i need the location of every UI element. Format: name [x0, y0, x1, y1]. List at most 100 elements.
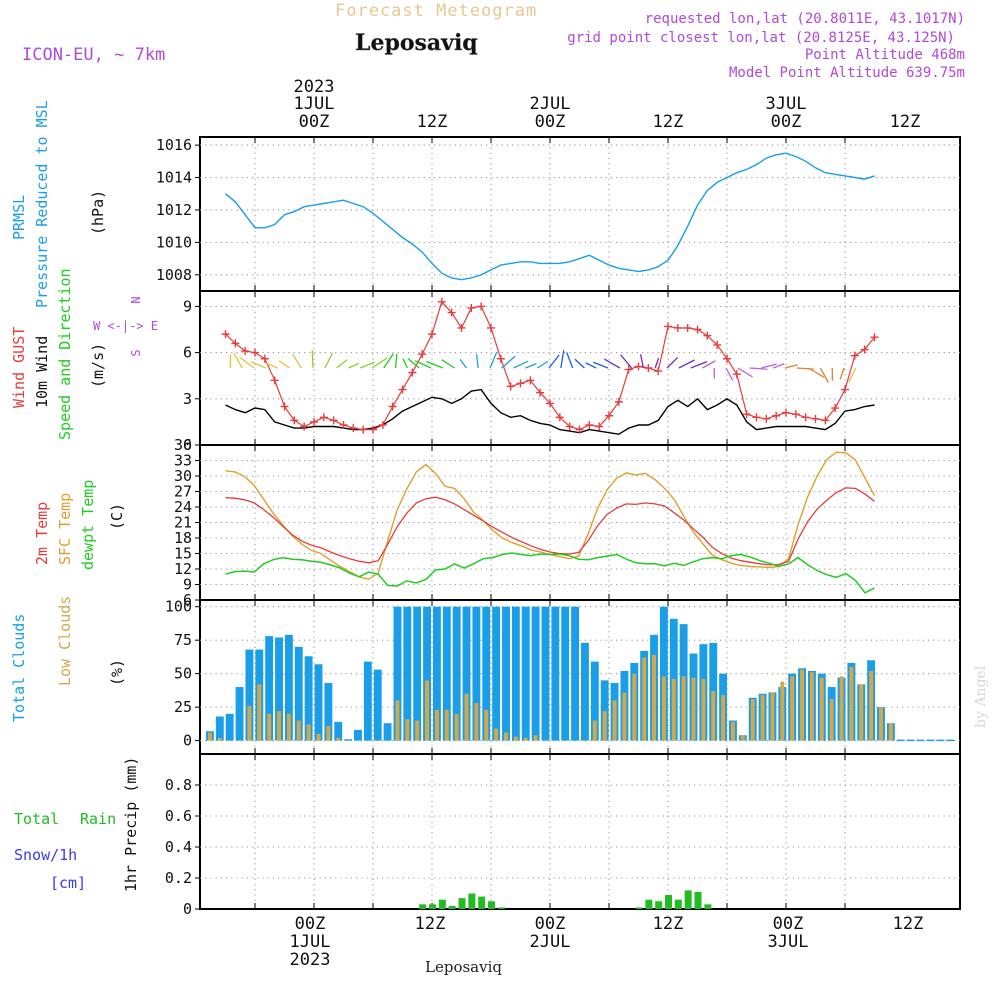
total-cloud-bar: [304, 656, 313, 741]
total-cloud-bar: [482, 606, 491, 741]
precip-legend-rain: Rain: [80, 810, 116, 828]
low-cloud-bar: [326, 725, 331, 741]
gust-marker: [673, 323, 682, 332]
low-cloud-bar: [513, 736, 518, 741]
wind-arrow: [725, 367, 734, 381]
model-name: ICON-EU, ~ 7km: [22, 45, 165, 65]
wind-arrow: [702, 360, 716, 369]
gust-marker: [270, 376, 279, 385]
wind-arrow: [548, 354, 560, 369]
pressure-title-full: Pressure Reduced to MSL: [33, 100, 51, 308]
clouds-panel: 0 25 50 75 100: [165, 598, 961, 755]
model-altitude: Model Point Altitude 639.75m: [729, 65, 965, 81]
precip-bar: [488, 901, 495, 909]
gust-marker: [821, 416, 830, 425]
low-cloud-bar: [257, 684, 262, 741]
wind-arrow: [848, 367, 857, 383]
wind-arrow: [459, 358, 467, 369]
low-cloud-bar: [800, 669, 805, 741]
gust-marker: [290, 416, 299, 425]
total-cloud-bar: [600, 680, 609, 741]
low-cloud-bar: [740, 735, 745, 741]
wind-arrow: [513, 360, 529, 369]
precip-bar: [674, 899, 682, 909]
pressure-title-prmsl: PRMSL: [10, 195, 28, 240]
low-cloud-bar: [474, 703, 479, 741]
top-time-axis: 2023 1JUL 00Z 12Z 2JUL 00Z 12Z 3JUL 00Z …: [294, 77, 921, 132]
precip-bar: [429, 904, 436, 909]
top-year-label: 2023: [294, 77, 335, 97]
wind-speed-line: [225, 388, 875, 435]
wind-arrow: [585, 362, 597, 369]
wind-arrow: [690, 360, 708, 369]
cloud-title-total: Total Clouds: [10, 614, 28, 722]
low-cloud-bar: [277, 711, 281, 741]
gust-marker: [664, 322, 672, 331]
precip-bar: [478, 896, 486, 909]
wind-arrow: [414, 360, 432, 369]
gust-marker: [791, 410, 800, 419]
wind-title-gust: Wind GUST: [10, 327, 28, 408]
bottom-hour-label: 12Z: [415, 914, 446, 934]
gust-marker: [693, 325, 702, 334]
compass-north: N: [129, 296, 143, 303]
wind-title-unit: (m/s): [89, 343, 107, 388]
wind-arrow: [772, 363, 785, 369]
precip-legend-cm: [cm]: [50, 874, 86, 892]
requested-coords: requested lon,lat (20.8011E, 43.1017N): [645, 11, 965, 27]
bottom-time-axis: 00Z 1JUL 2023 12Z 00Z 2JUL 12Z 00Z 3JUL …: [290, 914, 924, 970]
total-cloud-bar: [936, 739, 945, 742]
t2m-line: [225, 487, 875, 566]
gust-marker: [772, 411, 781, 420]
pressure-titles: PRMSL Pressure Reduced to MSL (hPa): [10, 100, 107, 308]
cloud-titles: Total Clouds Low Clouds (%): [10, 596, 126, 722]
wind-arrow: [441, 359, 455, 369]
wind-arrow: [603, 358, 621, 369]
low-cloud-bar: [464, 693, 469, 741]
wind-arrow: [324, 352, 334, 369]
low-cloud-bar: [671, 679, 676, 741]
precip-legend-total: Total: [14, 810, 59, 828]
total-cloud-bar: [896, 739, 905, 742]
low-cloud-bar: [721, 695, 726, 741]
wind-arrow: [654, 357, 660, 369]
gust-marker: [457, 323, 466, 332]
gust-marker: [732, 370, 741, 379]
gust-marker: [595, 422, 604, 431]
wind-arrow: [749, 367, 768, 370]
top-day-label-3: 3JUL: [766, 94, 807, 114]
total-cloud-bar: [245, 649, 254, 741]
gust-marker: [782, 408, 790, 417]
low-cloud-bar: [750, 699, 755, 741]
gust-marker: [369, 425, 377, 434]
gust-marker: [260, 354, 269, 363]
gust-marker: [378, 420, 387, 429]
low-cloud-bar: [523, 737, 528, 741]
pressure-line: [225, 152, 875, 281]
wind-arrow: [250, 361, 267, 369]
wind-arrow: [574, 358, 585, 369]
gust-marker: [319, 413, 328, 422]
low-cloud-bar: [701, 679, 706, 741]
temp-ytick-label: 30: [174, 467, 192, 485]
low-cloud-bar: [819, 677, 824, 741]
precip-panel: 0 0.2 0.4 0.6 0.8: [165, 753, 961, 918]
low-cloud-bar: [839, 676, 844, 741]
pressure-ytick-label: 1008: [156, 266, 192, 284]
gust-marker: [447, 308, 456, 317]
low-cloud-bar: [306, 724, 311, 741]
wind-arrow: [536, 360, 549, 369]
pressure-title-unit: (hPa): [89, 190, 107, 235]
total-cloud-bar: [659, 606, 668, 741]
total-cloud-bar: [521, 606, 530, 741]
gust-marker: [605, 411, 613, 420]
precip-bar: [694, 891, 702, 909]
gridpoint-coords: grid point closest lon,lat (20.8125E, 43…: [567, 30, 955, 46]
top-hour-label: 00Z: [535, 112, 566, 132]
gust-marker: [762, 414, 771, 423]
gust-marker: [742, 410, 751, 419]
low-cloud-bar: [434, 709, 439, 741]
temp-ytick-label: 18: [174, 529, 192, 547]
precip-bar: [684, 890, 692, 909]
low-cloud-bar: [267, 713, 272, 741]
